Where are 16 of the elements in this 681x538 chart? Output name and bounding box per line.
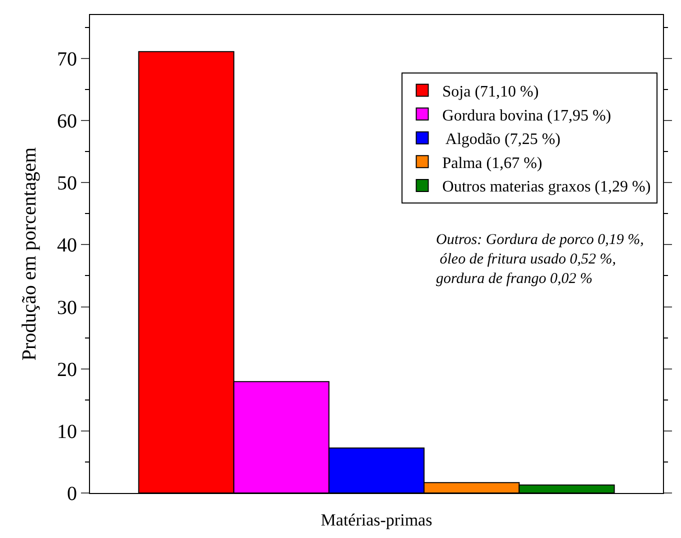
annotation: Outros: Gordura de porco 0,19 %, óleo de fritura usado 0,52 %, gordura de frango 0,02 % — [436, 232, 644, 287]
y-tick-label: 70 — [57, 48, 77, 70]
y-tick-label: 60 — [57, 110, 77, 133]
y-tick-label: 50 — [57, 172, 77, 195]
legend-label: Algodão (7,25 %) — [442, 131, 560, 148]
y-tick-label: 30 — [57, 296, 77, 319]
y-tick-label: 40 — [57, 234, 77, 257]
y-axis-title: Produção em porcentagem — [18, 146, 40, 361]
legend-label: Palma (1,67 %) — [442, 154, 542, 172]
y-tick-label: 0 — [67, 483, 77, 505]
y-tick-label: 20 — [57, 358, 77, 381]
y-tick-label: 10 — [57, 420, 77, 443]
legend-label: Outros materias graxos (1,29 %) — [442, 178, 651, 196]
legend-label: Soja (71,10 %) — [442, 84, 539, 100]
legend-label: Gordura bovina (17,95 %) — [442, 107, 612, 124]
x-axis-title: Matérias-primas — [320, 510, 432, 530]
